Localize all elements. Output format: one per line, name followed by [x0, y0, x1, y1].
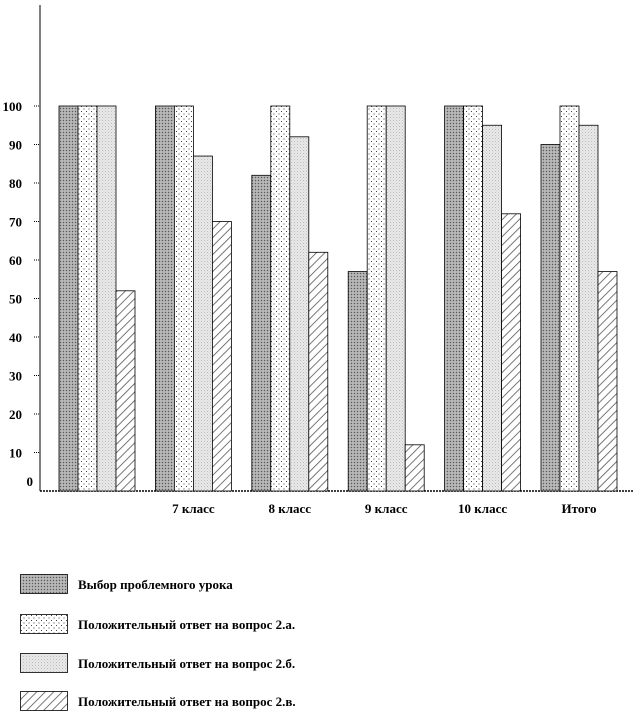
bar [58, 105, 79, 492]
y-tick-label: 40 [9, 330, 22, 345]
category-label: 8 класс [269, 501, 312, 516]
bar [578, 124, 599, 492]
legend-item: Положительный ответ на вопрос 2.б. [20, 653, 440, 675]
bar [559, 105, 580, 492]
bar [501, 213, 522, 492]
y-tick-label: 20 [9, 407, 22, 422]
bar [192, 155, 213, 492]
bar [444, 105, 465, 492]
y-tick-label: 0 [27, 474, 34, 489]
bar [270, 105, 291, 492]
bar [115, 290, 136, 492]
bar [597, 271, 618, 492]
legend-label: Положительный ответ на вопрос 2.б. [78, 656, 296, 671]
legend-swatch [20, 653, 68, 673]
legend-item: Положительный ответ на вопрос 2.в. [20, 691, 440, 713]
bar [385, 105, 406, 492]
bar [366, 105, 387, 492]
bar [463, 105, 484, 492]
y-tick-label: 60 [9, 253, 22, 268]
y-tick-label: 80 [9, 176, 22, 191]
y-tick-label: 50 [9, 292, 22, 307]
legend-swatch [20, 574, 68, 594]
y-tick-label: 100 [3, 99, 23, 114]
bar [173, 105, 194, 492]
legend-swatch [20, 614, 68, 634]
bar [404, 444, 425, 492]
bar [482, 124, 503, 492]
category-label: 10 класс [458, 501, 507, 516]
bar [211, 221, 232, 492]
bar-chart: 0 10 20 30 40 50 60 70 80 90 100 7 класс 8 класс 9 к… [3, 5, 634, 516]
bar [154, 105, 175, 492]
bar [77, 105, 98, 492]
bar [308, 251, 329, 492]
category-label: 7 класс [172, 501, 215, 516]
category-label: Итого [562, 501, 597, 516]
legend-item: Выбор проблемного урока [20, 574, 440, 596]
y-tick-label: 10 [9, 446, 22, 461]
legend-label: Выбор проблемного урока [78, 577, 233, 592]
legend-label: Положительный ответ на вопрос 2.а. [78, 617, 296, 632]
bar [347, 271, 368, 492]
legend-swatch [20, 691, 68, 711]
legend-label: Положительный ответ на вопрос 2.в. [78, 694, 296, 709]
legend-item: Положительный ответ на вопрос 2.а. [20, 614, 440, 636]
bar [540, 144, 561, 492]
bar [289, 136, 310, 492]
bar [251, 174, 272, 492]
y-tick-label: 30 [9, 369, 22, 384]
bar [96, 105, 117, 492]
category-label: 9 класс [365, 501, 408, 516]
y-tick-label: 70 [9, 215, 22, 230]
y-tick-label: 90 [9, 138, 22, 153]
